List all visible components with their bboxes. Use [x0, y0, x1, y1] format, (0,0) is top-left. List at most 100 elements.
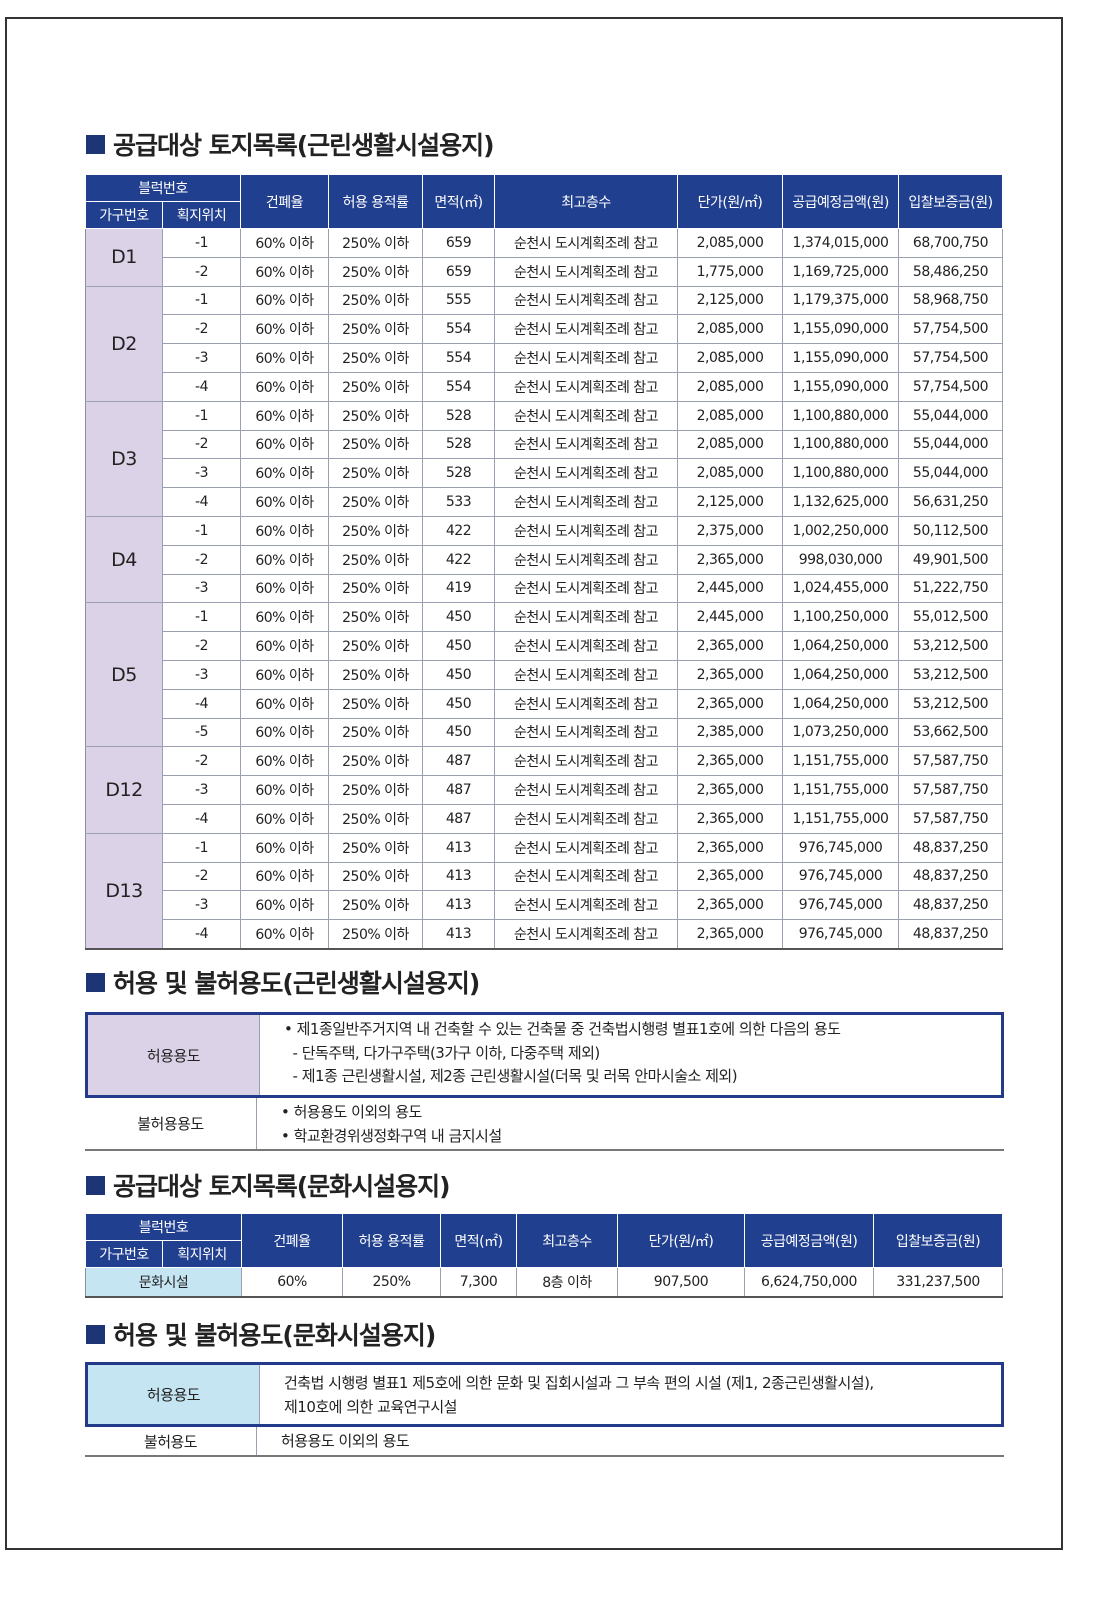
- header-area: 면적(㎡): [422, 174, 495, 229]
- cell-max-floors: 순천시 도시계획조례 참고: [494, 343, 678, 373]
- cell-supply-price: 1,374,015,000: [782, 228, 899, 258]
- cell-lot-pos: -3: [162, 659, 241, 690]
- cell-block: D1: [85, 228, 163, 287]
- header-deposit: 입찰보증금(원): [873, 1213, 1003, 1268]
- cell-far: 250% 이하: [328, 371, 423, 402]
- cell-coverage: 60% 이하: [240, 371, 329, 402]
- cell-max-floors: 순천시 도시계획조례 참고: [494, 429, 678, 460]
- cell-max-floors: 순천시 도시계획조례 참고: [494, 659, 678, 690]
- cell-lot-pos: -3: [162, 573, 241, 604]
- cell-max-floors: 순천시 도시계획조례 참고: [494, 228, 678, 258]
- cell-deposit: 58,486,250: [898, 256, 1003, 287]
- denied-use-row: 불허용도 허용용도 이외의 용도: [85, 1427, 1004, 1457]
- cell-deposit: 57,754,500: [898, 371, 1003, 402]
- denied-use-line: • 허용용도 이외의 용도: [281, 1103, 422, 1121]
- cell-far: 250% 이하: [328, 487, 423, 517]
- neighborhood-use-table: 허용용도 • 제1종일반주거지역 내 건축할 수 있는 건축물 중 건축법시행령…: [85, 1012, 1004, 1151]
- cell-lot-pos: -1: [162, 228, 241, 258]
- cell-coverage: 60% 이하: [240, 746, 329, 777]
- cell-supply-price: 1,155,090,000: [782, 371, 899, 402]
- cell-coverage: 60% 이하: [240, 631, 329, 661]
- cell-unit-price: 2,445,000: [677, 573, 783, 604]
- table-row: D13 -1 60% 이하 250% 이하 413 순천시 도시계획조례 참고 2,365,…: [85, 832, 1003, 950]
- header-unit-price: 단가(원/㎡): [617, 1213, 745, 1268]
- header-lot-pos: 획지위치: [162, 1240, 242, 1268]
- cell-max-floors: 순천시 도시계획조례 참고: [494, 890, 678, 921]
- cell-far: 250% 이하: [328, 314, 423, 345]
- header-far: 허용 용적률: [328, 174, 423, 229]
- cell-lot-pos: -2: [162, 429, 241, 460]
- cell-area: 554: [422, 371, 495, 402]
- cell-area: 555: [422, 285, 495, 316]
- header-far: 허용 용적률: [342, 1213, 441, 1268]
- cell-far: 250% 이하: [328, 890, 423, 921]
- cell-block: D3: [85, 400, 163, 517]
- cell-deposit: 48,837,250: [898, 861, 1003, 892]
- cell-unit-price: 2,365,000: [677, 688, 783, 719]
- cell-unit-price: 2,365,000: [677, 775, 783, 805]
- cell-max-floors: 순천시 도시계획조례 참고: [494, 544, 678, 575]
- header-area: 면적(㎡): [440, 1213, 517, 1268]
- cell-coverage: 60% 이하: [240, 228, 329, 258]
- cell-area: 528: [422, 429, 495, 460]
- cell-unit-price: 2,085,000: [677, 400, 783, 431]
- allowed-use-label: 허용용도: [88, 1365, 260, 1424]
- table-row: -4 60% 이하 250% 이하 450 순천시 도시계획조례 참고 2,365,000…: [86, 688, 1003, 719]
- table-row: D2 -1 60% 이하 250% 이하 555 순천시 도시계획조례 참고 2,125,0…: [85, 285, 1003, 402]
- cell-coverage: 60% 이하: [240, 285, 329, 316]
- denied-use-label: 불허용용도: [85, 1098, 257, 1149]
- table-row: -2 60% 이하 250% 이하 554 순천시 도시계획조례 참고 2,085,000…: [86, 314, 1003, 345]
- cell-area: 413: [422, 890, 495, 921]
- header-supply-price: 공급예정금액(원): [782, 174, 899, 229]
- cell-lot-pos: -4: [162, 688, 241, 719]
- cell-unit-price: 2,445,000: [677, 602, 783, 633]
- cell-coverage: 60% 이하: [240, 515, 329, 546]
- table-row: -3 60% 이하 250% 이하 554 순천시 도시계획조례 참고 2,085,000…: [86, 343, 1003, 373]
- cell-lot-pos: -1: [162, 832, 241, 863]
- cell-unit-price: 2,085,000: [677, 458, 783, 489]
- cell-area: 419: [422, 573, 495, 604]
- cell-deposit: 58,968,750: [898, 285, 1003, 316]
- cell-deposit: 56,631,250: [898, 487, 1003, 517]
- table-row: -2 60% 이하 250% 이하 450 순천시 도시계획조례 참고 2,365,000…: [86, 631, 1003, 661]
- cell-lot-pos: -1: [162, 285, 241, 316]
- table-row: -3 60% 이하 250% 이하 413 순천시 도시계획조례 참고 2,365,000…: [86, 890, 1003, 921]
- cell-max-floors: 순천시 도시계획조례 참고: [494, 631, 678, 661]
- cell-supply-price: 998,030,000: [782, 544, 899, 575]
- cell-lot-pos: -4: [162, 803, 241, 834]
- cell-max-floors: 순천시 도시계획조례 참고: [494, 573, 678, 604]
- cell-lot-pos: -3: [162, 458, 241, 489]
- cell-supply-price: 1,064,250,000: [782, 631, 899, 661]
- cell-supply-price: 1,151,755,000: [782, 775, 899, 805]
- cell-area: 422: [422, 515, 495, 546]
- table-row: -4 60% 이하 250% 이하 554 순천시 도시계획조례 참고 2,085,000…: [86, 371, 1003, 402]
- cell-deposit: 50,112,500: [898, 515, 1003, 546]
- cell-unit-price: 2,365,000: [677, 832, 783, 863]
- cell-block: D2: [85, 285, 163, 402]
- cell-coverage: 60% 이하: [240, 919, 329, 950]
- cell-far: 250% 이하: [328, 803, 423, 834]
- cell-far: 250% 이하: [328, 458, 423, 489]
- header-house-no: 가구번호: [85, 201, 163, 229]
- cell-coverage: 60% 이하: [240, 343, 329, 373]
- cell-lot-pos: -2: [162, 544, 241, 575]
- allowed-use-text: • 제1종일반주거지역 내 건축할 수 있는 건축물 중 건축법시행령 별표1호…: [260, 1015, 1001, 1095]
- cell-unit-price: 907,500: [617, 1266, 745, 1298]
- cell-deposit: 53,662,500: [898, 717, 1003, 748]
- cell-area: 487: [422, 803, 495, 834]
- allowed-use-line: • 제1종일반주거지역 내 건축할 수 있는 건축물 중 건축법시행령 별표1호…: [284, 1020, 841, 1038]
- cell-supply-price: 1,100,880,000: [782, 400, 899, 431]
- cell-supply-price: 1,179,375,000: [782, 285, 899, 316]
- cell-unit-price: 2,085,000: [677, 429, 783, 460]
- cell-lot-pos: -3: [162, 343, 241, 373]
- cell-deposit: 68,700,750: [898, 228, 1003, 258]
- cell-far: 250% 이하: [328, 775, 423, 805]
- cell-area: 450: [422, 717, 495, 748]
- cell-supply-price: 1,100,880,000: [782, 429, 899, 460]
- header-block: 블럭번호: [85, 174, 241, 202]
- cell-block: 문화시설: [85, 1266, 242, 1298]
- cell-area: 450: [422, 688, 495, 719]
- section-title-text: 허용 및 불허용도(문화시설용지): [113, 1321, 436, 1350]
- cell-deposit: 53,212,500: [898, 688, 1003, 719]
- cell-lot-pos: -2: [162, 631, 241, 661]
